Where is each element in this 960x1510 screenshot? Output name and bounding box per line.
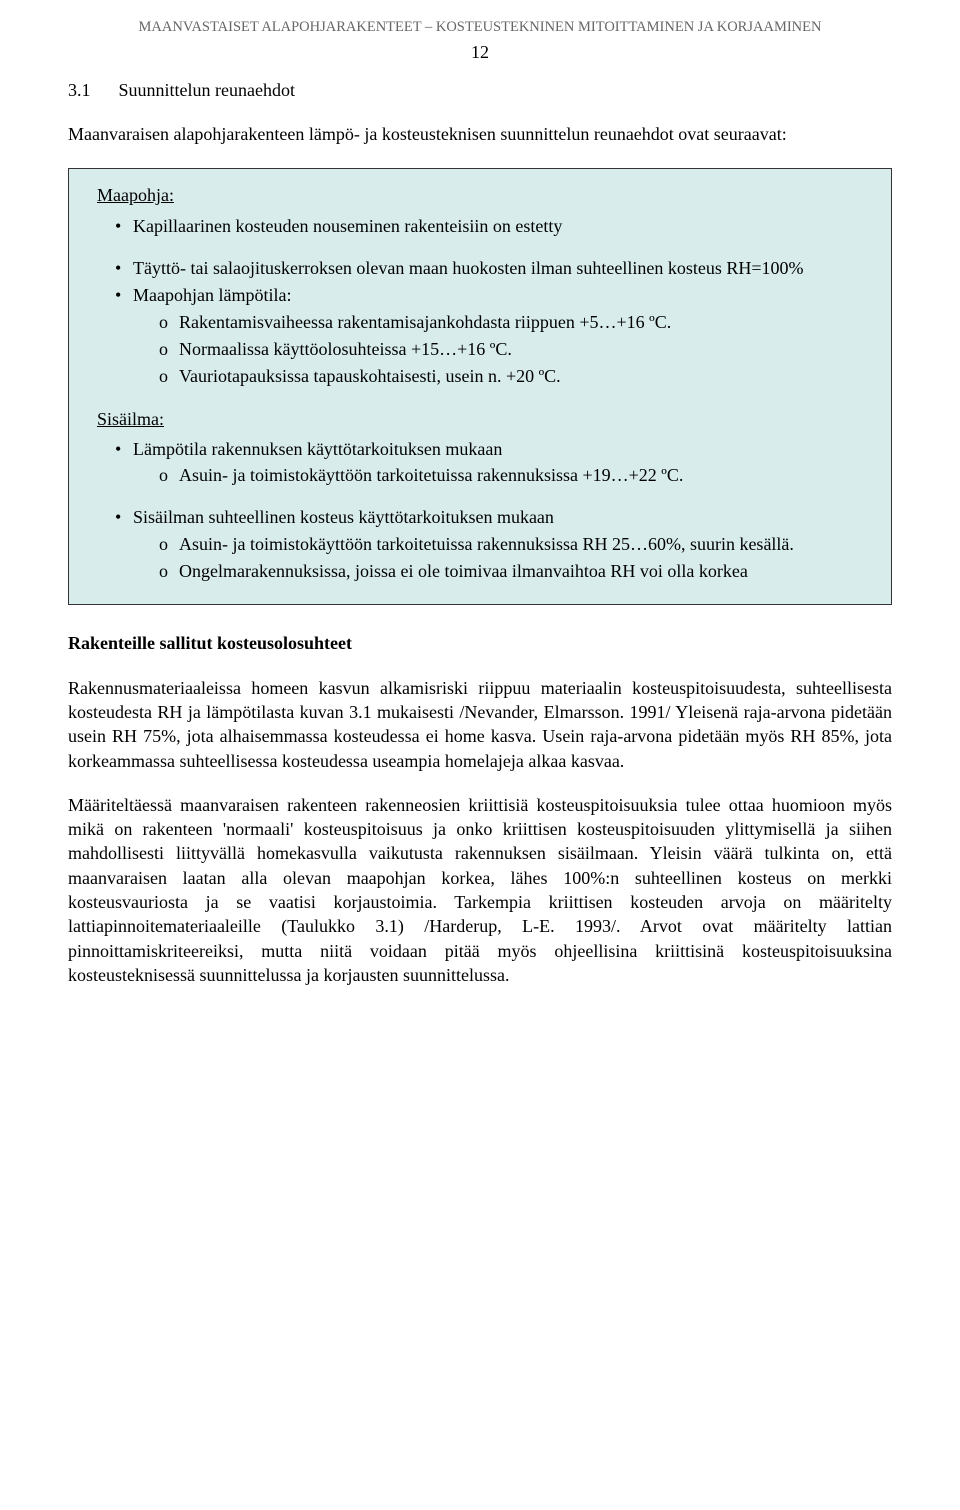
list-item: Maapohjan lämpötila: Rakentamisvaiheessa… — [133, 283, 863, 388]
sub-list-item: Vauriotapauksissa tapauskohtaisesti, use… — [159, 364, 863, 388]
sub-list-item: Ongelmarakennuksissa, joissa ei ole toim… — [159, 559, 863, 583]
section-number: 3.1 — [68, 78, 91, 102]
section-title: Suunnittelun reunaehdot — [119, 80, 295, 100]
page-number: 12 — [68, 40, 892, 64]
sub-list-item: Normaalissa käyttöolosuhteissa +15…+16 º… — [159, 337, 863, 361]
sisailma-list: Lämpötila rakennuksen käyttötarkoituksen… — [97, 437, 863, 583]
subheading: Rakenteille sallitut kosteusolosuhteet — [68, 631, 892, 655]
sub-list-item: Asuin- ja toimistokäyttöön tarkoitetuiss… — [159, 532, 863, 556]
maapohja-list: Kapillaarinen kosteuden nouseminen raken… — [97, 214, 863, 389]
list-item: Sisäilman suhteellinen kosteus käyttötar… — [133, 505, 863, 583]
maapohja-heading: Maapohja: — [97, 183, 863, 207]
list-item-text: Lämpötila rakennuksen käyttötarkoituksen… — [133, 439, 502, 459]
body-paragraph-1: Rakennusmateriaaleissa homeen kasvun alk… — [68, 676, 892, 773]
intro-paragraph: Maanvaraisen alapohjarakenteen lämpö- ja… — [68, 122, 892, 146]
sisailma-heading: Sisäilma: — [97, 407, 863, 431]
body-paragraph-2: Määriteltäessä maanvaraisen rakenteen ra… — [68, 793, 892, 987]
list-item: Kapillaarinen kosteuden nouseminen raken… — [133, 214, 863, 238]
sub-list-item: Asuin- ja toimistokäyttöön tarkoitetuiss… — [159, 463, 863, 487]
sisailma-sub-list-1: Asuin- ja toimistokäyttöön tarkoitetuiss… — [133, 463, 863, 487]
list-item: Täyttö- tai salaojituskerroksen olevan m… — [133, 256, 863, 280]
list-item-text: Maapohjan lämpötila: — [133, 285, 291, 305]
sisailma-sub-list-2: Asuin- ja toimistokäyttöön tarkoitetuiss… — [133, 532, 863, 584]
maapohja-sub-list: Rakentamisvaiheessa rakentamisajankohdas… — [133, 310, 863, 389]
running-header: MAANVASTAISET ALAPOHJARAKENTEET – KOSTEU… — [68, 18, 892, 38]
conditions-box: Maapohja: Kapillaarinen kosteuden nousem… — [68, 168, 892, 605]
list-item-text: Sisäilman suhteellinen kosteus käyttötar… — [133, 507, 554, 527]
list-item: Lämpötila rakennuksen käyttötarkoituksen… — [133, 437, 863, 488]
section-heading: 3.1 Suunnittelun reunaehdot — [68, 78, 892, 102]
sub-list-item: Rakentamisvaiheessa rakentamisajankohdas… — [159, 310, 863, 334]
